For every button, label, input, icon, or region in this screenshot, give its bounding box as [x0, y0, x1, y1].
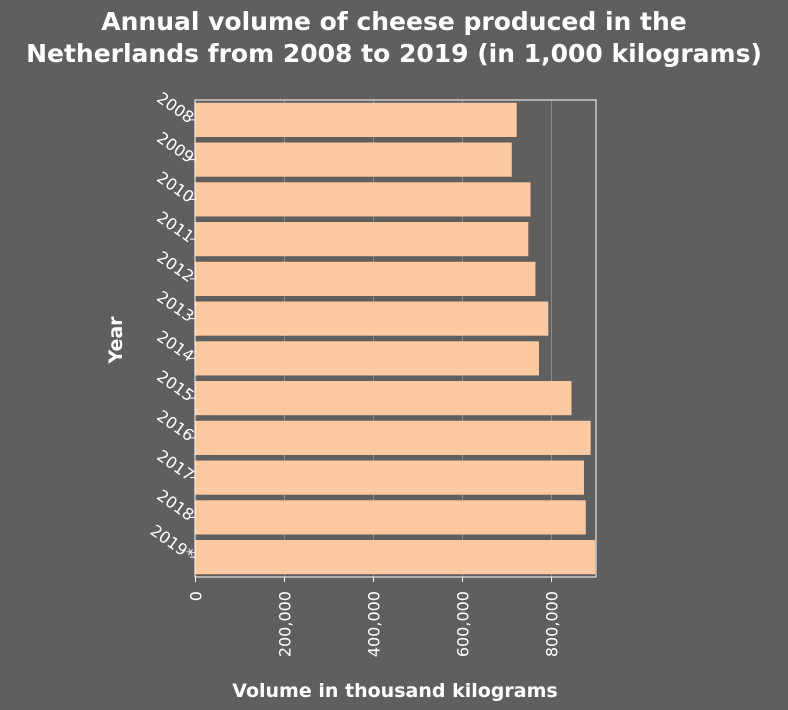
y-tick-label: 2013: [153, 287, 197, 326]
x-tick-label: 600,000: [454, 591, 473, 657]
y-tick-label: 2014: [153, 327, 197, 366]
gridlines: [284, 100, 552, 577]
bar-2009: [195, 142, 512, 177]
plot-frame: [194, 99, 597, 578]
x-tick-label: 400,000: [365, 591, 384, 657]
y-tick-label: 2011: [153, 207, 197, 246]
x-tick-label: 800,000: [543, 591, 562, 657]
y-tick-label: 2009: [153, 128, 197, 167]
bar-2010: [195, 182, 531, 217]
y-axis: 2008200920102011201220132014201520162017…: [147, 88, 198, 564]
y-tick-label: 2008: [153, 88, 197, 127]
x-tick-label: 0: [187, 591, 206, 601]
y-tick-label: 2019*: [147, 521, 198, 565]
x-tick-label: 200,000: [276, 591, 295, 657]
bar-2017: [195, 460, 584, 495]
x-axis: 0 200,000 400,000 600,000 800,000: [187, 577, 562, 657]
x-axis-title: Volume in thousand kilograms: [232, 680, 557, 702]
bar-2012: [195, 261, 536, 296]
bars: [195, 102, 596, 575]
bar-2011: [195, 222, 529, 257]
bar-2019: [195, 540, 596, 575]
y-axis-title: Year: [105, 316, 127, 365]
y-tick-label: 2017: [153, 446, 197, 485]
y-tick-label: 2016: [153, 406, 197, 445]
bar-2015: [195, 381, 572, 416]
y-tick-label: 2012: [153, 247, 197, 286]
bar-2016: [195, 420, 591, 455]
bar-2013: [195, 301, 549, 336]
y-tick-label: 2015: [153, 366, 197, 405]
bar-2008: [195, 102, 517, 137]
bar-2014: [195, 341, 539, 376]
chart-title-line-1: Annual volume of cheese produced in the: [101, 7, 687, 36]
bar-2018: [195, 500, 586, 535]
y-tick-label: 2010: [153, 168, 197, 207]
chart-title-line-2: Netherlands from 2008 to 2019 (in 1,000 …: [26, 39, 762, 68]
y-tick-label: 2018: [153, 486, 197, 525]
